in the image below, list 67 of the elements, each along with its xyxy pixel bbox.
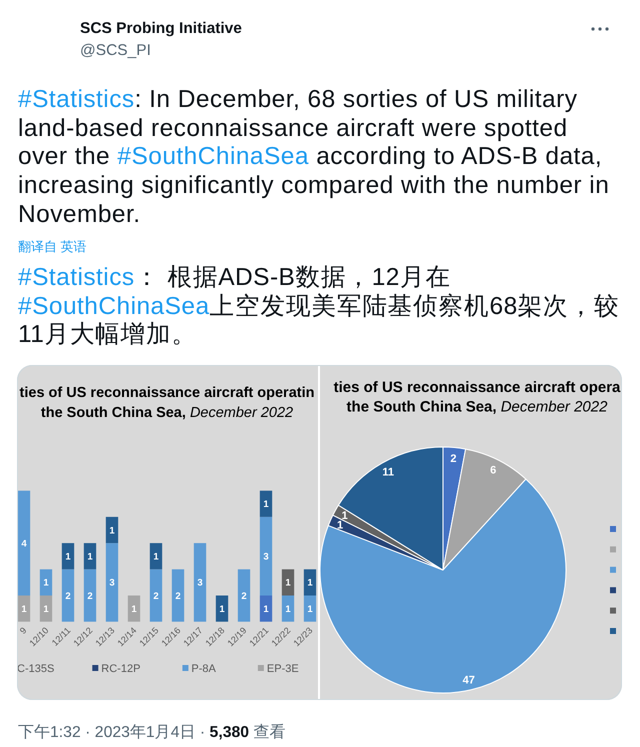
bar [106, 516, 118, 544]
data-label: 1 [336, 520, 344, 532]
data-label: 47 [462, 674, 475, 687]
text: 下午1:32 · 2023年1月4日 · 5,380 查看 [18, 723, 286, 743]
bar [40, 569, 52, 596]
bar [150, 543, 162, 570]
data-label: 1 [342, 510, 348, 522]
bar [150, 569, 162, 622]
data-label: 1 [307, 578, 314, 589]
data-label: 2 [175, 590, 181, 602]
data-label: 1 [43, 604, 50, 615]
data-label: 1 [153, 552, 160, 562]
data-label: 4 [21, 538, 28, 550]
data-label: 1 [263, 499, 270, 510]
text: C-135S [17, 663, 54, 675]
chart-title: ties of US reconnaissance aircraft opera the South China Sea, December 2022 [334, 379, 622, 416]
bar [62, 543, 74, 570]
data-label: 3 [197, 578, 203, 589]
data-label: 1 [285, 604, 292, 615]
x-tick-label: 9 [18, 625, 28, 636]
data-label: 1 [65, 552, 72, 562]
data-label: 1 [307, 604, 314, 615]
data-label: 6 [490, 464, 496, 476]
bar [260, 596, 272, 622]
text: #Statistics： 根据ADS-B数据，12月在#SouthChinaSea上空发现美军陆基侦察机68架次，较11月大幅增加。 [18, 264, 620, 350]
legend-label: EP-3E [266, 663, 299, 675]
bar [106, 543, 118, 622]
bar [62, 569, 74, 622]
data-label: 3 [109, 578, 115, 589]
data-label: 2 [153, 590, 159, 602]
data-label: 1 [131, 604, 138, 615]
bar [260, 490, 272, 517]
text: 翻译自 英语 [18, 238, 87, 256]
data-label: 2 [87, 590, 93, 602]
bar [304, 596, 316, 622]
text: SCS Probing Initiative [80, 19, 242, 39]
data-label: 1 [21, 604, 28, 615]
bar [172, 569, 184, 622]
bar [260, 516, 272, 596]
data-label: 1 [43, 578, 50, 589]
chart-title: ties of US reconnaissance aircraft operatin the South China Sea, December 2022 [20, 385, 314, 421]
bar [84, 569, 96, 622]
text: @SCS_PI [80, 41, 151, 61]
bar [18, 596, 30, 622]
data-label: 11 [382, 466, 394, 479]
legend-label: P-8A [191, 663, 217, 675]
data-label: 1 [263, 604, 270, 615]
bar [128, 596, 140, 622]
data-label: 1 [87, 552, 94, 562]
data-label: 1 [109, 525, 116, 536]
data-label: 3 [263, 552, 269, 562]
data-label: 1 [285, 578, 292, 589]
legend-label: RC-12P [101, 663, 140, 675]
bar [216, 596, 228, 622]
bar [282, 569, 294, 596]
bar [40, 596, 52, 622]
data-label: 2 [241, 590, 247, 602]
bar [282, 596, 294, 622]
bar [238, 569, 250, 622]
bar [84, 543, 96, 570]
data-label: 2 [65, 590, 71, 602]
data-label: 1 [219, 604, 226, 615]
bar [18, 490, 30, 596]
data-label: 2 [450, 452, 456, 465]
bar [304, 569, 316, 596]
text: #Statistics: In December, 68 sorties of US military land-based reconnaissance aircraft were spotted over the #SouthChinaSea according to ADS-B data, increasing significantly compared with the number in November. [18, 86, 610, 230]
bar [194, 543, 206, 622]
